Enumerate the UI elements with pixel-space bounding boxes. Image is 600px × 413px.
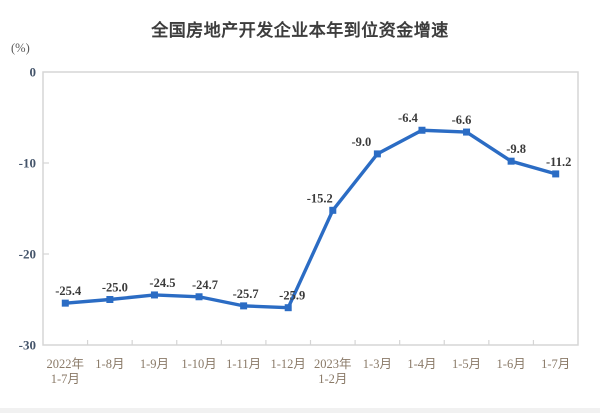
y-tick-label: -20 <box>19 247 36 262</box>
data-point-label: -25.9 <box>279 289 305 303</box>
data-point-marker <box>552 170 560 178</box>
data-point-marker <box>106 296 114 303</box>
data-point-label: -9.8 <box>506 142 526 156</box>
x-tick-label: 1-9月 <box>140 357 169 371</box>
x-tick-label: 1-7月 <box>51 372 80 386</box>
data-point-label: -25.0 <box>102 281 128 295</box>
data-point-marker <box>150 291 158 299</box>
data-point-marker <box>240 302 248 310</box>
data-point-label: -25.7 <box>233 287 259 301</box>
data-point-label: -25.4 <box>55 284 82 298</box>
bottom-strip <box>0 408 600 413</box>
data-point-label: -6.6 <box>452 113 472 127</box>
x-tick-label: 1-4月 <box>407 357 436 371</box>
data-point-label: -24.7 <box>192 278 218 292</box>
x-tick-label: 1-12月 <box>270 357 305 371</box>
chart-title: 全国房地产开发企业本年到位资金增速 <box>151 21 449 40</box>
x-tick-label: 1-11月 <box>226 357 261 371</box>
plot-border <box>42 71 579 346</box>
data-point-label: -6.4 <box>398 111 419 125</box>
data-point-label: -11.2 <box>546 155 571 169</box>
data-point-marker <box>507 157 515 165</box>
x-tick-label: 1-7月 <box>541 357 570 371</box>
y-tick-label: -30 <box>19 338 36 353</box>
y-tick-label: 0 <box>30 65 37 80</box>
x-tick-label: 1-6月 <box>497 357 526 371</box>
x-tick-label: 1-3月 <box>363 357 392 371</box>
y-tick-label: -10 <box>19 156 36 171</box>
data-point-marker <box>195 293 203 301</box>
y-axis-unit-label: (%) <box>11 41 30 55</box>
data-line <box>63 128 558 310</box>
data-point-label: -9.0 <box>351 135 371 149</box>
data-point-marker <box>61 299 69 307</box>
x-tick-label: 1-5月 <box>452 357 481 371</box>
x-tick-label: 1-10月 <box>181 357 216 371</box>
x-tick-label: 1-8月 <box>95 357 124 371</box>
data-point-label: -24.5 <box>149 276 175 290</box>
x-tick-label: 1-2月 <box>318 372 347 386</box>
data-point-marker <box>418 126 426 134</box>
data-point-marker <box>463 128 471 136</box>
data-point-marker <box>373 150 381 158</box>
data-point-label: -15.2 <box>307 191 333 205</box>
x-tick-label: 2022年 <box>47 357 85 371</box>
x-tick-label: 2023年 <box>314 357 352 371</box>
data-point-marker <box>284 304 292 312</box>
data-point-marker <box>329 206 337 214</box>
